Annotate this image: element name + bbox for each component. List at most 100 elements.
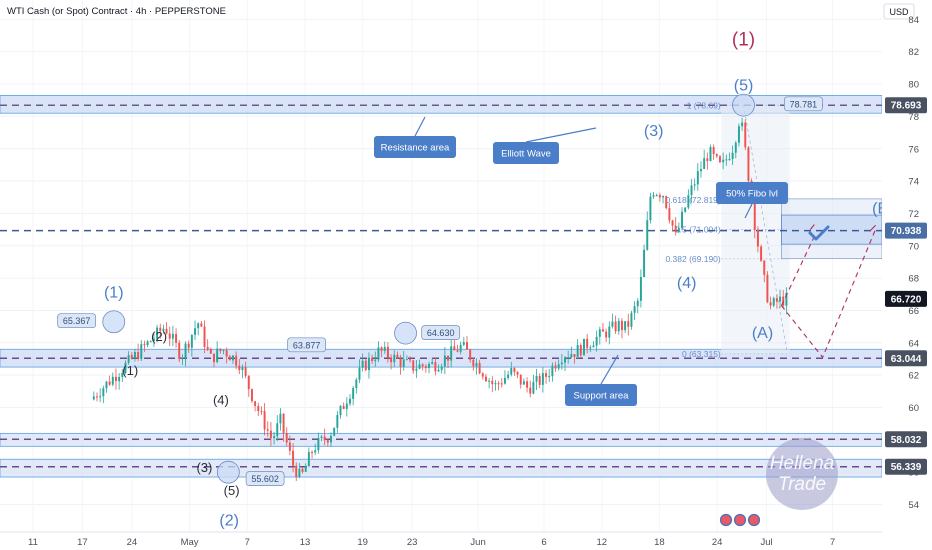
candle-body	[779, 296, 782, 302]
candle-body	[330, 435, 332, 443]
candle-body	[690, 185, 693, 196]
candle-body	[630, 312, 633, 327]
candle-body	[677, 228, 680, 232]
candle-body	[364, 360, 367, 371]
candle-body	[601, 329, 604, 332]
candle-body	[469, 349, 472, 360]
candle-body	[257, 406, 260, 412]
annotation-box	[565, 384, 637, 406]
candle-body	[734, 142, 737, 153]
annotation-pointer	[744, 203, 753, 219]
candle-body	[668, 208, 671, 221]
candle-body	[326, 440, 329, 443]
candle-body	[437, 369, 440, 372]
candle-body	[130, 355, 133, 359]
candle-body	[744, 122, 747, 148]
price-callout-box	[784, 96, 823, 112]
candle-body	[333, 427, 336, 436]
candle-body	[478, 363, 481, 374]
y-tick-label: 76	[908, 144, 919, 155]
candle-body	[674, 225, 677, 232]
candle-body	[475, 363, 478, 367]
fib-label: 0.5 (71.004)	[675, 225, 721, 235]
candle-body	[466, 342, 468, 350]
candle-body	[775, 298, 778, 302]
candle-body	[156, 327, 159, 339]
x-tick-label: 18	[654, 537, 665, 548]
candle-body	[127, 355, 130, 363]
candle-body	[462, 342, 465, 345]
candle-body	[712, 147, 715, 155]
y-tick-label: 74	[908, 177, 919, 188]
candle-body	[554, 365, 557, 369]
fib-label: 1 (78.69)	[687, 100, 721, 110]
candle-body	[273, 436, 276, 439]
candle-body	[276, 423, 279, 437]
projection-leg-b	[780, 232, 817, 306]
x-tick-label: 6	[541, 537, 546, 548]
candle-body	[538, 376, 541, 385]
candle-body	[342, 405, 345, 409]
candle-body	[576, 345, 579, 357]
candle-body	[345, 403, 348, 409]
candle-body	[459, 344, 462, 352]
wave-label: (4)	[677, 275, 697, 292]
candle-body	[756, 229, 759, 247]
candle-body	[121, 372, 124, 378]
projection-arrowhead	[869, 224, 877, 232]
candle-body	[152, 338, 155, 342]
candle-body	[181, 357, 184, 359]
candle-body	[118, 377, 121, 382]
wave-label: (5)	[734, 78, 754, 95]
candle-body	[684, 207, 687, 212]
annotation-pointer	[600, 354, 619, 385]
flag-icons[interactable]	[719, 513, 761, 527]
candle-body	[92, 396, 95, 400]
wave-label: (A)	[752, 325, 773, 342]
fib-label: 0.382 (69.190)	[665, 254, 720, 264]
candle-body	[624, 321, 627, 331]
y-tick-label: 68	[908, 274, 919, 285]
flag-icon	[733, 513, 747, 527]
projection-path	[780, 224, 877, 359]
candle-body	[339, 405, 342, 416]
candle-body	[731, 152, 734, 160]
candle-body	[371, 357, 374, 362]
candle-body	[194, 328, 197, 335]
annotation-box	[374, 136, 456, 158]
flag-icon	[747, 513, 761, 527]
x-tick-label: 19	[357, 537, 368, 548]
candle-body	[760, 246, 763, 261]
candle-body	[728, 159, 731, 161]
time-axis: 11 17 24 May 7 13 19 23 Jun 6 12 18 24 Jul 7	[0, 531, 932, 550]
candle-body	[737, 126, 740, 143]
candle-body	[598, 329, 601, 337]
price-label-box	[885, 350, 927, 367]
candle-body	[304, 466, 307, 472]
candle-body	[244, 367, 247, 376]
annotations: Resistance area Elliott Wave 50% Fibo lvl S…	[374, 116, 788, 406]
candle-body	[522, 381, 525, 385]
candle-body	[349, 398, 351, 404]
candle-body	[503, 377, 506, 384]
candle-body	[529, 387, 532, 394]
candle-body	[412, 360, 415, 371]
price-label: 58.032	[891, 435, 922, 446]
candle-body	[137, 352, 140, 359]
candle-body	[605, 331, 608, 338]
candle-body	[247, 375, 250, 390]
projection-leg-c	[781, 229, 876, 359]
annotation-support: Support area	[574, 391, 630, 402]
zone-low-b	[0, 458, 883, 478]
candle-body	[658, 195, 661, 198]
candle-body	[175, 334, 178, 343]
candle-body	[772, 298, 775, 306]
price-label: 56.339	[891, 462, 922, 473]
candle-body	[472, 359, 475, 367]
candle-body	[254, 401, 257, 407]
candle-body	[222, 350, 225, 352]
annotation-box	[716, 182, 788, 204]
y-tick-label: 62	[908, 371, 919, 382]
candle-body	[709, 147, 712, 161]
